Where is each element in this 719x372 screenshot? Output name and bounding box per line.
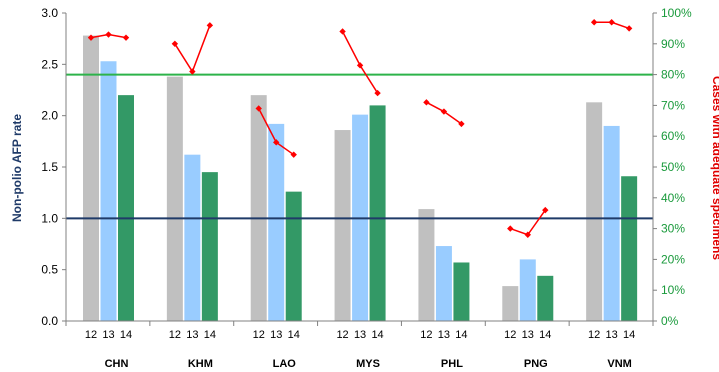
y-tick-label: 1.0 xyxy=(41,211,58,225)
bar-png-12 xyxy=(502,286,519,321)
year-tick-phl-14: 14 xyxy=(455,329,467,341)
year-tick-khm-12: 12 xyxy=(169,329,181,341)
bar-khm-12 xyxy=(166,76,183,321)
bar-khm-14 xyxy=(201,172,218,321)
bar-phl-12 xyxy=(418,209,435,321)
year-tick-png-12: 12 xyxy=(504,329,516,341)
bar-chn-13 xyxy=(100,61,117,322)
bar-phl-13 xyxy=(435,246,452,321)
y-tick-label: 0.5 xyxy=(41,263,58,277)
bar-phl-14 xyxy=(453,262,470,321)
specimen-line-png xyxy=(510,209,546,236)
specimen-point-khm-13 xyxy=(189,68,196,75)
specimen-point-lao-13 xyxy=(273,139,280,146)
year-tick-vnm-13: 13 xyxy=(606,329,618,341)
category-label-khm: KHM xyxy=(188,358,213,370)
specimen-point-lao-12 xyxy=(255,105,262,112)
y2-tick-label: 90% xyxy=(661,37,685,51)
specimen-point-phl-12 xyxy=(423,99,430,106)
specimen-point-phl-14 xyxy=(458,120,465,128)
year-tick-png-14: 14 xyxy=(539,329,551,341)
bar-lao-12 xyxy=(250,95,267,321)
bar-lao-13 xyxy=(268,123,285,321)
bar-chn-14 xyxy=(118,95,134,321)
specimen-point-mys-14 xyxy=(374,89,381,97)
specimen-point-vnm-12 xyxy=(590,19,598,26)
y2-tick-label: 40% xyxy=(661,191,685,205)
year-tick-chn-12: 12 xyxy=(85,329,97,341)
y2-tick-label: 10% xyxy=(661,283,685,297)
bar-png-13 xyxy=(519,259,536,321)
specimen-line-layer xyxy=(87,19,633,238)
y-tick-label: 3.0 xyxy=(41,6,58,20)
y2-tick-label: 100% xyxy=(661,6,692,20)
y2-tick-label: 70% xyxy=(661,98,685,112)
bar-lao-14 xyxy=(285,191,302,321)
category-label-mys: MYS xyxy=(356,358,380,370)
specimen-point-khm-14 xyxy=(206,22,214,29)
specimen-point-chn-13 xyxy=(105,31,112,38)
specimen-point-mys-13 xyxy=(356,62,364,69)
specimen-point-khm-12 xyxy=(171,40,179,47)
year-tick-khm-14: 14 xyxy=(204,329,216,341)
year-tick-lao-13: 13 xyxy=(270,329,282,341)
y-tick-label: 2.5 xyxy=(41,57,58,71)
year-tick-khm-13: 13 xyxy=(186,329,198,341)
specimen-point-phl-13 xyxy=(440,108,448,115)
bar-khm-13 xyxy=(184,154,201,321)
year-tick-vnm-14: 14 xyxy=(623,329,635,341)
year-tick-mys-13: 13 xyxy=(354,329,366,341)
specimen-point-chn-12 xyxy=(87,34,95,41)
bar-vnm-12 xyxy=(586,102,603,321)
year-tick-phl-13: 13 xyxy=(438,329,450,341)
y2-tick-label: 30% xyxy=(661,222,685,236)
y2-tick-label: 50% xyxy=(661,160,685,174)
bar-vnm-13 xyxy=(603,125,620,321)
y-axis-title: Non-polio AFP rate xyxy=(10,114,24,222)
bars-layer xyxy=(83,35,638,322)
specimen-point-png-12 xyxy=(507,225,514,232)
year-tick-mys-14: 14 xyxy=(371,329,383,341)
y2-tick-label: 0% xyxy=(661,314,679,328)
bar-png-14 xyxy=(537,275,554,321)
year-tick-lao-12: 12 xyxy=(253,329,265,341)
specimen-point-mys-12 xyxy=(339,28,346,35)
bar-mys-14 xyxy=(369,105,386,322)
category-label-png: PNG xyxy=(524,358,548,370)
year-tick-phl-12: 12 xyxy=(420,329,432,341)
ticks-layer: 12 13 14 CHN 12 13 14 KHM 12 13 14 LAO 12 13 14 MYS 12 13… xyxy=(41,6,692,370)
category-label-phl: PHL xyxy=(441,358,463,370)
year-tick-mys-12: 12 xyxy=(336,329,348,341)
bar-vnm-14 xyxy=(621,176,638,321)
year-tick-chn-13: 13 xyxy=(102,329,114,341)
bar-mys-12 xyxy=(334,130,351,321)
bar-chn-12 xyxy=(83,35,99,321)
y2-axis-title: Cases with adequate specimens xyxy=(710,76,719,260)
category-label-lao: LAO xyxy=(273,358,297,370)
specimen-point-png-14 xyxy=(542,206,549,214)
year-tick-png-13: 13 xyxy=(522,329,534,341)
y2-tick-label: 60% xyxy=(661,129,685,143)
specimen-line-khm xyxy=(174,25,211,74)
category-label-vnm: VNM xyxy=(607,358,631,370)
year-tick-lao-14: 14 xyxy=(288,329,300,341)
year-tick-chn-14: 14 xyxy=(120,329,132,341)
specimen-point-vnm-14 xyxy=(625,25,633,32)
reference-lines-layer xyxy=(66,73,653,220)
y2-tick-label: 80% xyxy=(661,68,685,82)
y-tick-label: 1.5 xyxy=(41,160,58,174)
specimen-point-vnm-13 xyxy=(608,19,615,26)
y-tick-label: 0.0 xyxy=(41,314,58,328)
specimen-point-chn-14 xyxy=(122,34,130,41)
y-tick-label: 2.0 xyxy=(41,109,58,123)
y2-tick-label: 20% xyxy=(661,252,685,266)
specimen-point-lao-14 xyxy=(290,151,297,158)
category-label-chn: CHN xyxy=(105,358,129,370)
year-tick-vnm-12: 12 xyxy=(588,329,600,341)
specimen-point-png-13 xyxy=(524,231,531,238)
